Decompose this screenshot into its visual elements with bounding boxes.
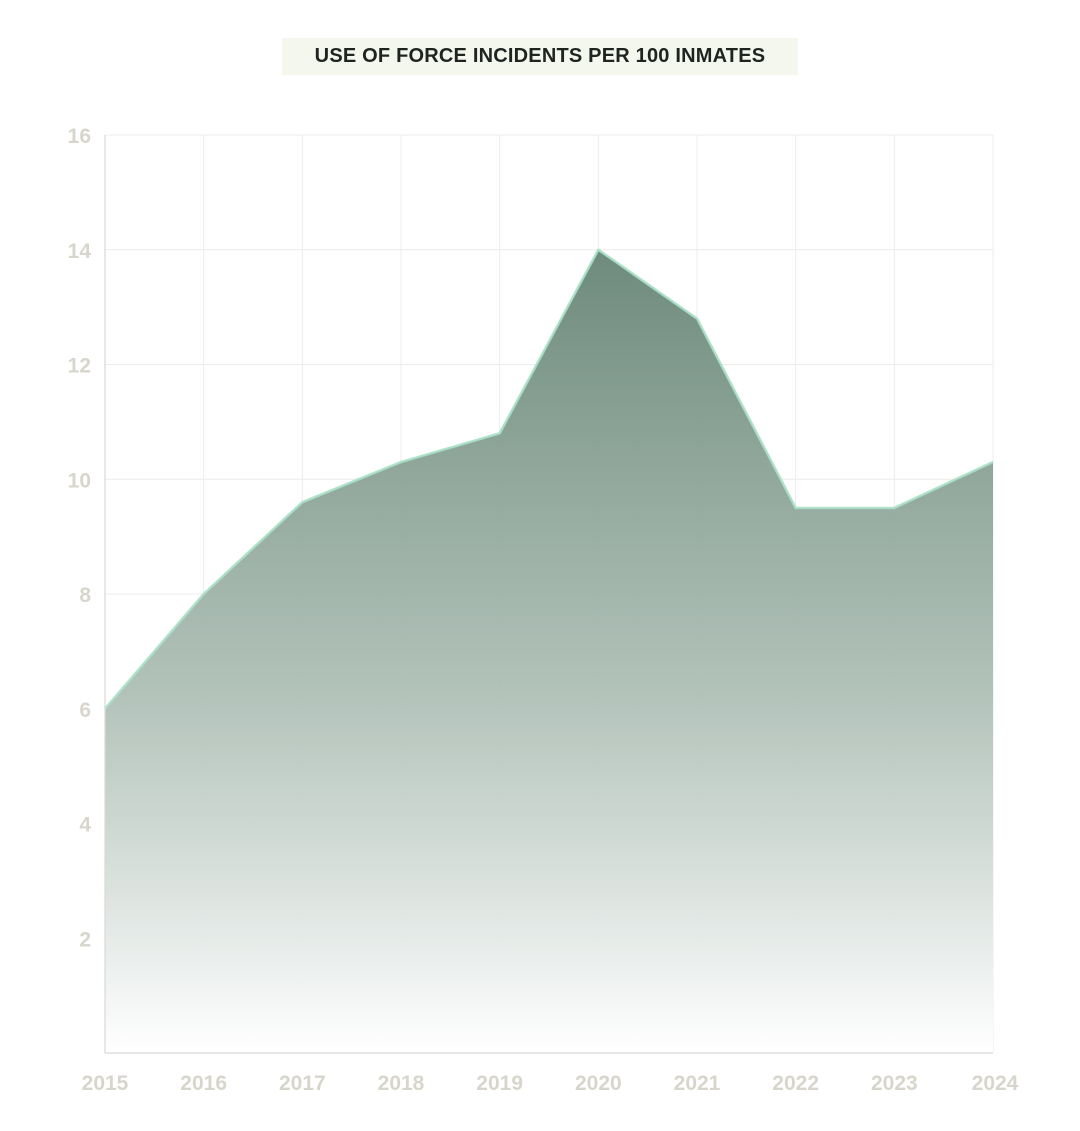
x-tick-label-2017: 2017 — [279, 1072, 326, 1095]
x-tick-label-2021: 2021 — [674, 1072, 721, 1095]
y-tick-label-2: 2 — [79, 928, 91, 951]
x-tick-label-2015: 2015 — [82, 1072, 129, 1095]
chart-title-box: USE OF FORCE INCIDENTS PER 100 INMATES — [282, 38, 798, 75]
x-tick-label-2023: 2023 — [871, 1072, 918, 1095]
y-tick-label-12: 12 — [68, 355, 91, 378]
chart-title: USE OF FORCE INCIDENTS PER 100 INMATES — [314, 45, 766, 67]
x-tick-label-2020: 2020 — [575, 1072, 622, 1095]
x-tick-label-2024: 2024 — [972, 1072, 1019, 1095]
x-tick-label-2018: 2018 — [378, 1072, 425, 1095]
y-tick-label-16: 16 — [68, 125, 91, 148]
x-tick-label-2019: 2019 — [476, 1072, 523, 1095]
y-tick-label-8: 8 — [79, 584, 91, 607]
axis-layer — [104, 135, 993, 1054]
y-tick-label-14: 14 — [68, 240, 92, 263]
y-tick-label-10: 10 — [68, 469, 91, 492]
area-fill-series-0 — [105, 249, 993, 1053]
y-tick-label-4: 4 — [79, 814, 91, 837]
y-tick-label-6: 6 — [79, 699, 91, 722]
x-tick-label-2022: 2022 — [772, 1072, 819, 1095]
label-layer: 2 4 6 8 10 12 14 16 2015 2016 2017 2018 2019 2020 2021… — [68, 125, 1019, 1095]
area-layer — [104, 248, 994, 1053]
area-line-series-0 — [104, 248, 994, 710]
x-tick-label-2016: 2016 — [180, 1072, 227, 1095]
